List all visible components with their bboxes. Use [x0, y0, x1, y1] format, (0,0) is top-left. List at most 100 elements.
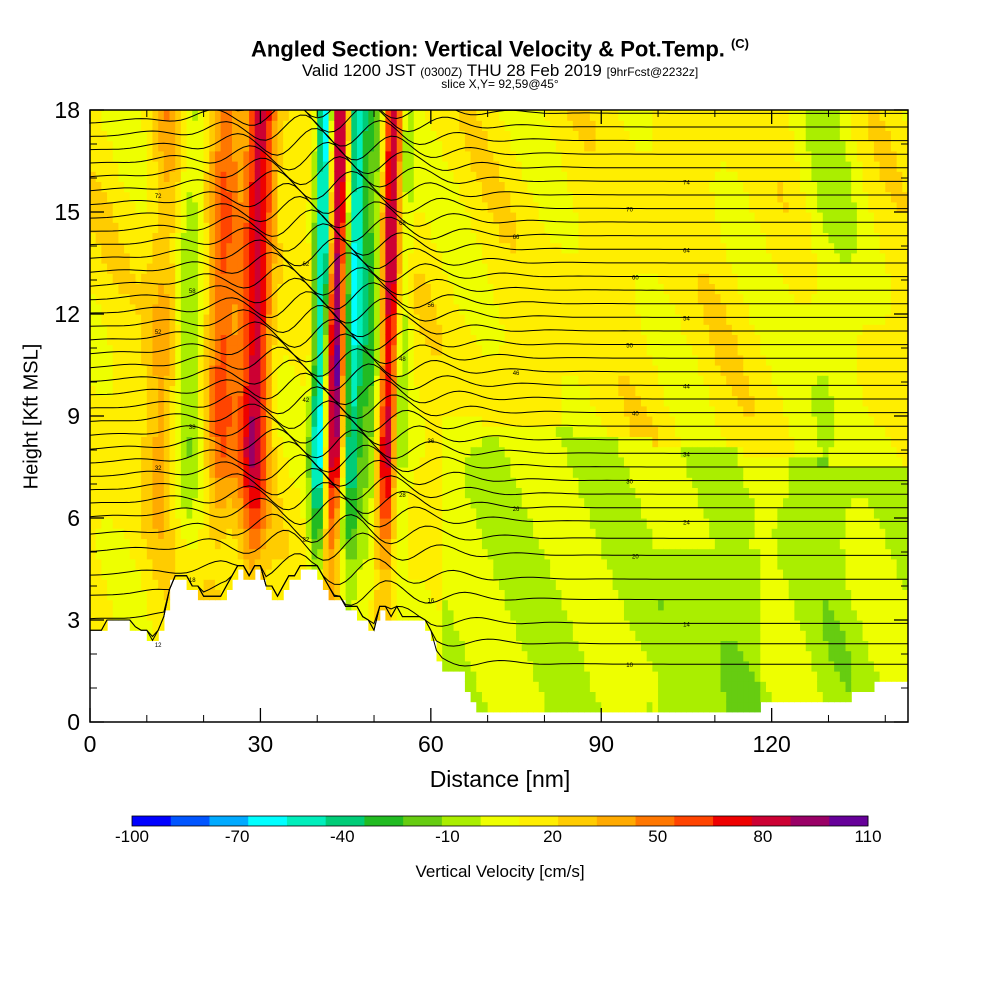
velocity-cell: [283, 303, 290, 315]
velocity-cell: [379, 487, 386, 499]
velocity-cell: [226, 232, 233, 244]
velocity-cell: [550, 120, 557, 131]
velocity-cell: [220, 426, 227, 437]
velocity-cell: [533, 130, 540, 142]
velocity-cell: [538, 671, 546, 682]
velocity-cell: [561, 518, 568, 529]
velocity-cell: [180, 558, 188, 570]
velocity-cell: [555, 191, 563, 203]
velocity-cell: [192, 405, 199, 417]
velocity-cell: [470, 283, 477, 295]
velocity-cell: [158, 120, 165, 131]
velocity-cell: [118, 558, 125, 570]
velocity-cell: [339, 130, 347, 142]
velocity-cell: [442, 252, 449, 264]
velocity-cell: [561, 671, 568, 682]
velocity-cell: [237, 497, 244, 509]
velocity-cell: [135, 283, 142, 295]
velocity-cell: [464, 456, 472, 468]
velocity-cell: [283, 518, 290, 529]
velocity-cell: [322, 171, 330, 182]
velocity-cell: [629, 528, 636, 539]
velocity-cell: [402, 212, 409, 223]
velocity-cell: [141, 293, 148, 305]
velocity-cell: [243, 518, 250, 529]
velocity-cell: [572, 487, 580, 499]
velocity-cell: [311, 334, 318, 346]
velocity-cell: [555, 344, 563, 356]
velocity-cell: [470, 507, 477, 519]
velocity-cell: [141, 263, 148, 274]
velocity-cell: [425, 385, 432, 397]
velocity-cell: [322, 548, 330, 560]
velocity-cell: [197, 222, 205, 233]
velocity-cell: [220, 579, 227, 590]
velocity-cell: [623, 518, 631, 529]
velocity-cell: [612, 314, 619, 325]
velocity-cell: [533, 426, 540, 437]
velocity-cell: [612, 191, 619, 203]
velocity-cell: [516, 130, 523, 142]
velocity-cell: [243, 528, 250, 539]
velocity-cell: [436, 436, 443, 448]
velocity-cell: [385, 324, 392, 335]
velocity-cell: [453, 446, 460, 458]
velocity-cell: [589, 293, 597, 305]
velocity-cell: [504, 446, 511, 458]
velocity-cell: [391, 416, 398, 427]
velocity-cell: [374, 548, 381, 560]
velocity-cell: [374, 283, 381, 295]
velocity-cell: [163, 354, 171, 366]
velocity-cell: [243, 273, 250, 284]
velocity-cell: [300, 375, 307, 386]
velocity-cell: [158, 344, 165, 356]
velocity-cell: [214, 344, 222, 356]
velocity-cell: [572, 181, 580, 193]
velocity-cell: [623, 497, 631, 509]
velocity-cell: [572, 548, 580, 560]
velocity-cell: [516, 477, 523, 488]
velocity-cell: [101, 609, 108, 621]
velocity-cell: [209, 283, 216, 295]
velocity-cell: [317, 110, 324, 121]
velocity-cell: [197, 191, 205, 203]
velocity-cell: [629, 314, 636, 325]
velocity-cell: [288, 446, 296, 458]
valid-time: Valid 1200 JST: [301, 61, 416, 80]
velocity-cell: [481, 354, 489, 366]
velocity-cell: [203, 436, 210, 448]
velocity-cell: [419, 222, 426, 233]
velocity-cell: [146, 518, 154, 529]
velocity-cell: [356, 589, 364, 601]
velocity-cell: [584, 212, 591, 223]
velocity-cell: [175, 314, 182, 325]
velocity-cell: [374, 518, 381, 529]
velocity-cell: [243, 456, 250, 468]
velocity-cell: [129, 232, 137, 244]
velocity-cell: [385, 477, 392, 488]
velocity-cell: [158, 507, 165, 519]
velocity-cell: [362, 242, 369, 254]
velocity-cell: [504, 252, 511, 264]
velocity-cell: [362, 375, 369, 386]
velocity-cell: [95, 507, 102, 519]
velocity-cell: [606, 395, 614, 407]
velocity-cell: [391, 222, 398, 233]
velocity-cell: [249, 181, 256, 193]
velocity-cell: [555, 518, 563, 529]
velocity-cell: [220, 171, 227, 182]
velocity-cell: [317, 120, 324, 131]
velocity-cell: [419, 242, 426, 254]
velocity-cell: [379, 314, 386, 325]
velocity-cell: [481, 691, 489, 703]
velocity-cell: [425, 589, 432, 601]
velocity-cell: [606, 324, 614, 335]
velocity-cell: [413, 314, 421, 325]
velocity-cell: [186, 293, 193, 305]
velocity-cell: [288, 405, 296, 417]
velocity-cell: [618, 701, 625, 713]
velocity-cell: [561, 467, 568, 478]
velocity-cell: [180, 130, 188, 142]
velocity-cell: [470, 640, 477, 652]
velocity-cell: [317, 365, 324, 376]
